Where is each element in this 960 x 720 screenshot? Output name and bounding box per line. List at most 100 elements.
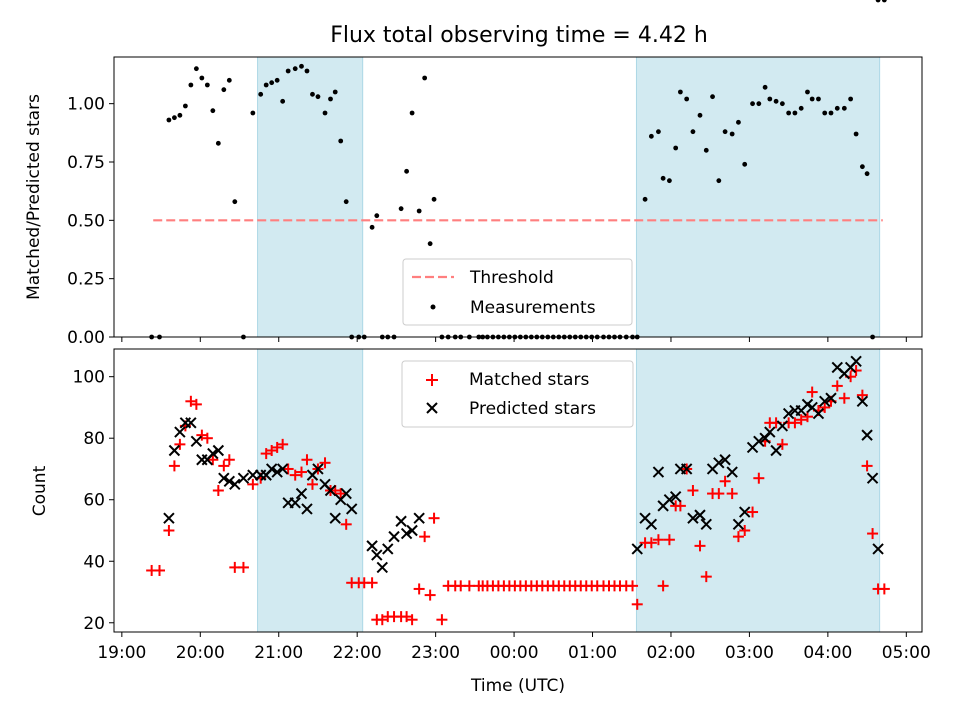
measurement-point bbox=[684, 96, 690, 102]
measurement-point bbox=[848, 96, 854, 102]
measurement-point bbox=[374, 213, 380, 219]
predicted-star-marker bbox=[812, 407, 825, 420]
legend-measurements-label: Measurements bbox=[470, 298, 596, 318]
y-tick-label: 0.00 bbox=[67, 328, 105, 348]
matched-star-marker bbox=[674, 500, 686, 512]
top-legend: Threshold Measurements bbox=[402, 258, 633, 326]
x-tick-label: 19:00 bbox=[97, 643, 146, 663]
matched-star-marker bbox=[282, 463, 294, 475]
matched-star-marker bbox=[340, 518, 352, 530]
predicted-star-marker bbox=[856, 395, 869, 408]
matched-star-marker bbox=[627, 580, 639, 592]
bottom-y-axis-label: Count bbox=[30, 465, 50, 516]
predicted-star-marker bbox=[388, 530, 400, 543]
matched-star-marker bbox=[212, 485, 224, 496]
predicted-star-marker bbox=[719, 454, 731, 466]
measurement-point bbox=[204, 82, 210, 88]
matched-star-marker bbox=[719, 475, 731, 487]
measurement-point bbox=[642, 196, 648, 202]
predicted-star-marker bbox=[163, 512, 175, 524]
measurement-point bbox=[736, 119, 741, 125]
matched-star-marker bbox=[223, 454, 235, 466]
matched-star-marker bbox=[856, 389, 868, 401]
measurement-point bbox=[859, 164, 865, 170]
measurement-point bbox=[299, 63, 304, 69]
bottom-y-ticks: 20 40 60 80 100 bbox=[73, 368, 114, 634]
measurement-point bbox=[431, 196, 437, 202]
matched-star-marker bbox=[247, 478, 259, 490]
predicted-star-marker bbox=[700, 518, 712, 531]
predicted-star-marker bbox=[229, 478, 241, 491]
predicted-star-marker bbox=[312, 463, 324, 475]
top-y-ticks: 0.00 0.25 0.50 0.75 1.00 bbox=[67, 95, 114, 348]
predicted-star-marker bbox=[759, 432, 771, 444]
matched-star-marker bbox=[789, 417, 801, 429]
predicted-star-marker bbox=[295, 487, 308, 500]
shaded-interval-0 bbox=[257, 348, 364, 633]
measurement-point bbox=[188, 82, 194, 88]
matched-star-marker bbox=[747, 506, 759, 518]
measurement-point bbox=[773, 98, 779, 104]
predicted-star-marker bbox=[371, 549, 383, 561]
matched-star-marker bbox=[153, 564, 165, 576]
x-tick-label: 20:00 bbox=[176, 643, 225, 663]
matched-star-marker bbox=[237, 561, 249, 573]
predicted-star-marker bbox=[764, 426, 776, 438]
matched-star-marker bbox=[687, 485, 699, 496]
matched-star-marker bbox=[201, 432, 213, 444]
bottom-panel: 20 40 60 80 100 19:00 20:00 21:00 22:00 23:00 00:… bbox=[30, 348, 931, 696]
measurement-point bbox=[805, 89, 810, 95]
shaded-interval-0 bbox=[257, 56, 364, 338]
predicted-star-marker bbox=[223, 475, 236, 487]
predicted-star-marker bbox=[395, 515, 407, 527]
bottom-shaded-regions bbox=[257, 348, 881, 633]
chart-title: Flux total observing time = 4.42 h bbox=[330, 23, 708, 48]
predicted-star-marker bbox=[850, 355, 862, 368]
predicted-star-marker bbox=[819, 395, 831, 408]
measurement-point bbox=[338, 138, 344, 144]
x-tick-label: 01:00 bbox=[568, 643, 617, 663]
predicted-star-marker bbox=[687, 512, 699, 524]
x-tick-label: 00:00 bbox=[490, 643, 539, 663]
predicted-star-marker bbox=[663, 494, 676, 506]
x-tick-label: 04:00 bbox=[803, 643, 852, 663]
matched-star-marker bbox=[413, 583, 425, 595]
predicted-star-marker bbox=[382, 543, 394, 555]
measurement-point bbox=[226, 77, 232, 83]
measurement-point bbox=[292, 66, 298, 72]
measurement-point bbox=[258, 91, 264, 97]
predicted-star-marker bbox=[366, 540, 378, 552]
predicted-star-marker bbox=[652, 466, 665, 478]
predicted-star-marker bbox=[732, 518, 745, 531]
measurement-point bbox=[310, 91, 315, 97]
predicted-star-marker bbox=[212, 444, 225, 457]
measurement-point bbox=[822, 110, 828, 116]
measurement-point bbox=[422, 75, 428, 81]
measurement-point bbox=[697, 112, 703, 118]
measurement-point bbox=[779, 101, 785, 107]
measurement-point bbox=[767, 96, 773, 102]
y-tick-label: 60 bbox=[83, 491, 105, 511]
matched-star-marker bbox=[739, 524, 751, 536]
matched-star-marker bbox=[776, 438, 788, 450]
predicted-star-marker bbox=[174, 426, 186, 438]
y-tick-label: 0.25 bbox=[67, 270, 105, 290]
matched-star-marker bbox=[801, 411, 813, 423]
predicted-star-marker bbox=[400, 527, 413, 540]
legend-predicted-label: Predicted stars bbox=[469, 399, 596, 419]
x-axis-label: Time (UTC) bbox=[470, 676, 565, 696]
matched-star-marker bbox=[819, 401, 831, 413]
bottom-legend: Matched stars Predicted stars bbox=[401, 360, 634, 428]
predicted-star-marker bbox=[190, 435, 203, 447]
measurement-point bbox=[193, 66, 199, 72]
x-tick-label: 02:00 bbox=[646, 643, 695, 663]
measurement-point bbox=[742, 161, 748, 167]
shaded-interval-1 bbox=[635, 56, 881, 338]
measurement-point bbox=[673, 145, 679, 151]
matched-star-marker bbox=[428, 512, 440, 524]
measurement-point bbox=[210, 108, 216, 114]
matched-star-marker bbox=[168, 460, 180, 472]
matched-star-marker bbox=[732, 531, 744, 543]
x-tick-label: 03:00 bbox=[725, 643, 774, 663]
measurement-point bbox=[881, 0, 887, 3]
